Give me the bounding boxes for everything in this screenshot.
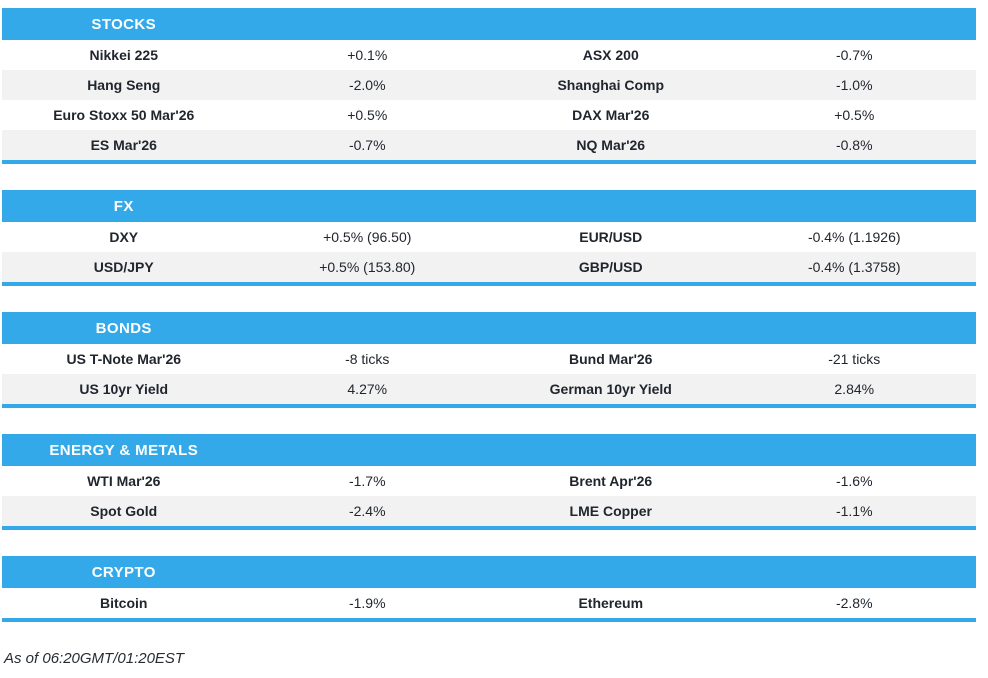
- section-title: CRYPTO: [91, 563, 156, 581]
- instrument-label: Spot Gold: [90, 503, 158, 519]
- as-of-timestamp: As of 06:20GMT/01:20EST: [4, 650, 185, 667]
- energy-metals-section-header: ENERGY & METALS: [2, 434, 976, 466]
- instrument-value: -0.4% (1.1926): [807, 229, 901, 245]
- instrument-value: +0.5%: [834, 107, 875, 123]
- instrument-value: -1.1%: [835, 503, 873, 519]
- instrument-label: Bitcoin: [100, 595, 148, 611]
- instrument-value: -1.6%: [835, 473, 873, 489]
- bonds-section-header: BONDS: [2, 312, 976, 344]
- instrument-label: ASX 200: [582, 47, 639, 63]
- table-row: Bitcoin -1.9% Ethereum -2.8%: [2, 588, 976, 618]
- instrument-label: Euro Stoxx 50 Mar'26: [53, 107, 195, 123]
- instrument-value: 4.27%: [347, 381, 388, 397]
- instrument-value: -0.7%: [835, 47, 873, 63]
- instrument-value: -21 ticks: [828, 351, 881, 367]
- bonds-table: BONDS US T-Note Mar'26 -8 ticks Bund Mar…: [2, 312, 976, 408]
- crypto-table: CRYPTO Bitcoin -1.9% Ethereum -2.8%: [2, 556, 976, 622]
- instrument-label: Brent Apr'26: [569, 473, 653, 489]
- instrument-value: -1.7%: [348, 473, 386, 489]
- instrument-value: +0.5% (96.50): [323, 229, 412, 245]
- instrument-value: -0.4% (1.3758): [807, 259, 901, 275]
- instrument-value: -1.0%: [835, 77, 873, 93]
- instrument-label: ES Mar'26: [90, 137, 157, 153]
- instrument-label: EUR/USD: [579, 229, 643, 245]
- crypto-section-header: CRYPTO: [2, 556, 976, 588]
- energy-metals-table: ENERGY & METALS WTI Mar'26 -1.7% Brent A…: [2, 434, 976, 530]
- instrument-value: +0.1%: [347, 47, 388, 63]
- instrument-label: Shanghai Comp: [557, 77, 665, 93]
- instrument-label: NQ Mar'26: [576, 137, 646, 153]
- instrument-label: US 10yr Yield: [79, 381, 169, 397]
- instrument-label: German 10yr Yield: [549, 381, 672, 397]
- instrument-label: DXY: [109, 229, 139, 245]
- instrument-value: 2.84%: [834, 381, 875, 397]
- instrument-label: USD/JPY: [93, 259, 154, 275]
- table-row: WTI Mar'26 -1.7% Brent Apr'26 -1.6%: [2, 466, 976, 496]
- table-row: Euro Stoxx 50 Mar'26 +0.5% DAX Mar'26 +0…: [2, 100, 976, 130]
- table-row: USD/JPY +0.5% (153.80) GBP/USD -0.4% (1.…: [2, 252, 976, 282]
- instrument-label: Nikkei 225: [89, 47, 159, 63]
- instrument-value: -2.0%: [348, 77, 386, 93]
- section-title: BONDS: [95, 319, 152, 337]
- instrument-value: +0.5% (153.80): [319, 259, 416, 275]
- table-row: Nikkei 225 +0.1% ASX 200 -0.7%: [2, 40, 976, 70]
- instrument-value: -1.9%: [348, 595, 386, 611]
- instrument-label: Ethereum: [578, 595, 644, 611]
- fx-section-header: FX: [2, 190, 976, 222]
- stocks-section-header: STOCKS: [2, 8, 976, 40]
- instrument-value: -0.7%: [348, 137, 386, 153]
- instrument-label: LME Copper: [569, 503, 652, 519]
- instrument-label: WTI Mar'26: [87, 473, 161, 489]
- instrument-label: Hang Seng: [87, 77, 161, 93]
- table-row: US 10yr Yield 4.27% German 10yr Yield 2.…: [2, 374, 976, 404]
- instrument-label: GBP/USD: [578, 259, 643, 275]
- instrument-label: US T-Note Mar'26: [66, 351, 182, 367]
- section-title: ENERGY & METALS: [49, 441, 199, 459]
- table-row: US T-Note Mar'26 -8 ticks Bund Mar'26 -2…: [2, 344, 976, 374]
- section-title: STOCKS: [91, 15, 157, 33]
- instrument-label: DAX Mar'26: [572, 107, 650, 123]
- instrument-label: Bund Mar'26: [569, 351, 653, 367]
- instrument-value: -2.4%: [348, 503, 386, 519]
- table-row: ES Mar'26 -0.7% NQ Mar'26 -0.8%: [2, 130, 976, 160]
- instrument-value: -2.8%: [835, 595, 873, 611]
- table-row: Hang Seng -2.0% Shanghai Comp -1.0%: [2, 70, 976, 100]
- fx-table: FX DXY +0.5% (96.50) EUR/USD -0.4% (1.19…: [2, 190, 976, 286]
- table-row: DXY +0.5% (96.50) EUR/USD -0.4% (1.1926): [2, 222, 976, 252]
- stocks-table: STOCKS Nikkei 225 +0.1% ASX 200 -0.7% Ha…: [2, 8, 976, 164]
- table-row: Spot Gold -2.4% LME Copper -1.1%: [2, 496, 976, 526]
- instrument-value: +0.5%: [347, 107, 388, 123]
- instrument-value: -8 ticks: [345, 351, 390, 367]
- instrument-value: -0.8%: [835, 137, 873, 153]
- section-title: FX: [113, 197, 134, 215]
